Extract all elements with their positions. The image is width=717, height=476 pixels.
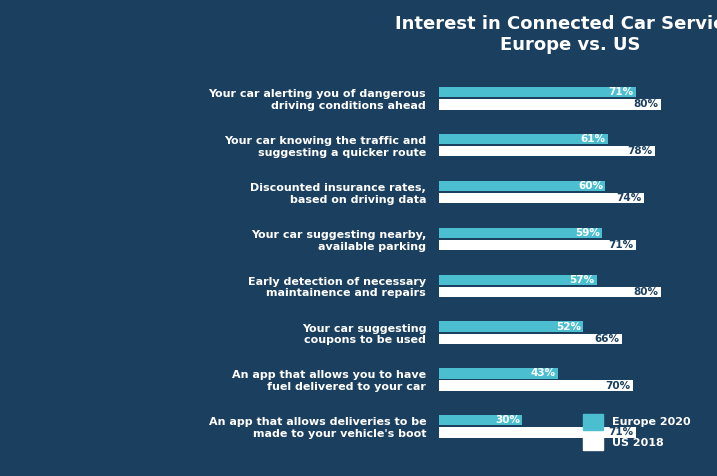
Bar [440,321,583,332]
Bar [440,99,660,109]
Text: 71%: 71% [608,240,633,250]
Text: 66%: 66% [594,334,619,344]
Bar [440,193,644,203]
Bar [440,427,636,437]
Bar [440,380,633,391]
Bar [440,415,522,426]
Text: 59%: 59% [576,228,600,238]
Text: 80%: 80% [633,99,658,109]
Title: Interest in Connected Car Services
Europe vs. US: Interest in Connected Car Services Europ… [395,15,717,54]
Bar [440,275,597,285]
Legend: Europe 2020, US 2018: Europe 2020, US 2018 [578,408,696,456]
Bar [440,334,622,344]
Bar [440,240,636,250]
Text: 74%: 74% [617,193,642,203]
Bar [440,146,655,157]
Text: 71%: 71% [608,427,633,437]
Text: 70%: 70% [606,381,631,391]
Bar [440,368,559,378]
Text: 71%: 71% [608,87,633,97]
Text: 52%: 52% [556,321,581,331]
Text: 80%: 80% [633,287,658,297]
Bar [440,181,605,191]
Text: 78%: 78% [627,146,652,156]
Bar [440,134,608,144]
Bar [440,287,660,297]
Bar [440,228,602,238]
Text: 57%: 57% [569,275,595,285]
Text: 30%: 30% [495,415,520,425]
Bar [440,87,636,98]
Text: 43%: 43% [531,368,556,378]
Text: 61%: 61% [581,134,606,144]
Text: 60%: 60% [578,181,603,191]
